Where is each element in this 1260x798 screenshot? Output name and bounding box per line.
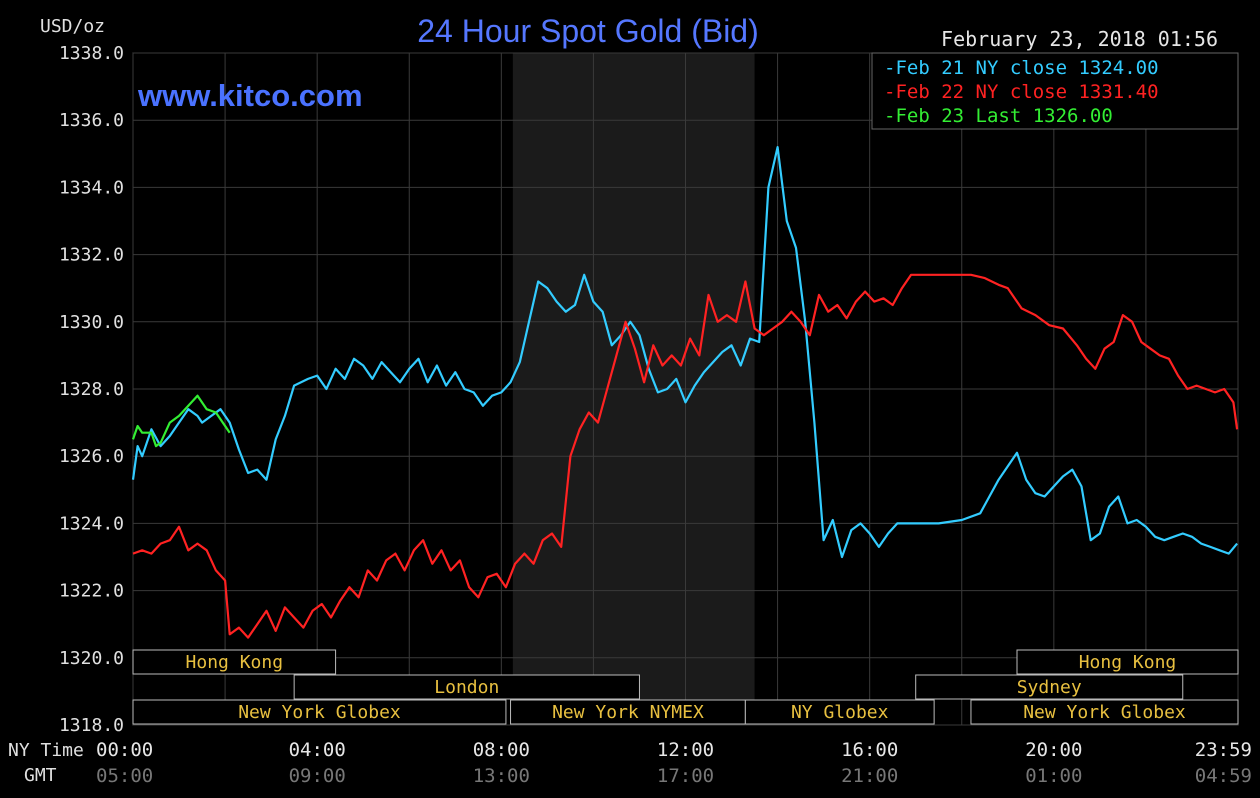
x-tick-label-ny: 04:00 — [289, 739, 346, 761]
grid-layer — [132, 52, 1239, 726]
session-bar — [293, 674, 640, 700]
y-tick-labels: 1318.0 1320.0 1322.0 1324.0 1326.0 1328.0 1330… — [59, 43, 124, 736]
y-tick-label: 1334.0 — [59, 177, 124, 198]
x-tick-label-ny: 20:00 — [1025, 739, 1082, 761]
y-tick-label: 1332.0 — [59, 245, 124, 266]
session-bar — [132, 699, 507, 725]
chart-title: 24 Hour Spot Gold (Bid) — [417, 13, 759, 49]
y-tick-label: 1338.0 — [59, 43, 124, 64]
y-axis-label: USD/oz — [40, 16, 105, 37]
session-layer: Hong Kong Hong Kong London Sydney New York G… — [132, 649, 1239, 725]
y-tick-label: 1328.0 — [59, 379, 124, 400]
y-tick-label: 1326.0 — [59, 446, 124, 467]
legend-item-feb22: -Feb 22 NY close 1331.40 — [884, 81, 1159, 103]
session-bar — [1016, 649, 1239, 675]
y-tick-label: 1336.0 — [59, 110, 124, 131]
session-bar — [915, 674, 1184, 700]
y-tick-label: 1324.0 — [59, 513, 124, 534]
legend: -Feb 21 NY close 1324.00 -Feb 22 NY clos… — [871, 52, 1239, 130]
x-tick-label-ny: 23:59 — [1195, 739, 1252, 761]
series-layer — [131, 146, 1239, 639]
session-label: New York Globex — [1023, 702, 1186, 723]
x-tick-label-ny: 00:00 — [96, 739, 153, 761]
x-tick-label-gmt: 01:00 — [1025, 765, 1082, 787]
timestamp: February 23, 2018 01:56 — [941, 27, 1218, 51]
session-bar — [744, 699, 935, 725]
x-tick-label-gmt: 17:00 — [657, 765, 714, 787]
x-tick-label-gmt: 13:00 — [473, 765, 530, 787]
series-line-0 — [131, 146, 1238, 559]
session-label: New York NYMEX — [552, 702, 704, 723]
series-line-1 — [132, 273, 1239, 639]
x-axis-label-gmt: GMT — [24, 765, 57, 786]
y-tick-label: 1320.0 — [59, 648, 124, 669]
legend-item-feb21: -Feb 21 NY close 1324.00 — [884, 57, 1159, 79]
session-label: London — [434, 677, 499, 698]
x-tick-label-gmt: 05:00 — [96, 765, 153, 787]
legend-item-feb23: -Feb 23 Last 1326.00 — [884, 105, 1113, 127]
x-axis-label-ny: NY Time — [8, 740, 84, 761]
session-label: NY Globex — [791, 702, 889, 723]
session-bar — [510, 699, 746, 725]
x-tick-label-gmt: 09:00 — [289, 765, 346, 787]
legend-box — [871, 52, 1239, 130]
session-label: Sydney — [1017, 677, 1082, 698]
series-line-2 — [131, 394, 231, 448]
y-tick-label: 1330.0 — [59, 312, 124, 333]
watermark: www.kitco.com — [137, 78, 363, 113]
x-tick-label-gmt: 21:00 — [841, 765, 898, 787]
x-tick-label-ny: 16:00 — [841, 739, 898, 761]
y-tick-label: 1322.0 — [59, 581, 124, 602]
session-label: Hong Kong — [186, 652, 284, 673]
session-bar — [132, 649, 337, 675]
x-tick-label-ny: 08:00 — [473, 739, 530, 761]
session-label: New York Globex — [238, 702, 401, 723]
y-tick-label: 1318.0 — [59, 715, 124, 736]
x-tick-label-ny: 12:00 — [657, 739, 714, 761]
x-tick-labels: 00:00 04:00 08:00 12:00 16:00 20:00 23:59 05:00… — [96, 739, 1252, 787]
x-tick-label-gmt: 04:59 — [1195, 765, 1252, 787]
session-bar — [970, 699, 1239, 725]
session-label: Hong Kong — [1079, 652, 1177, 673]
